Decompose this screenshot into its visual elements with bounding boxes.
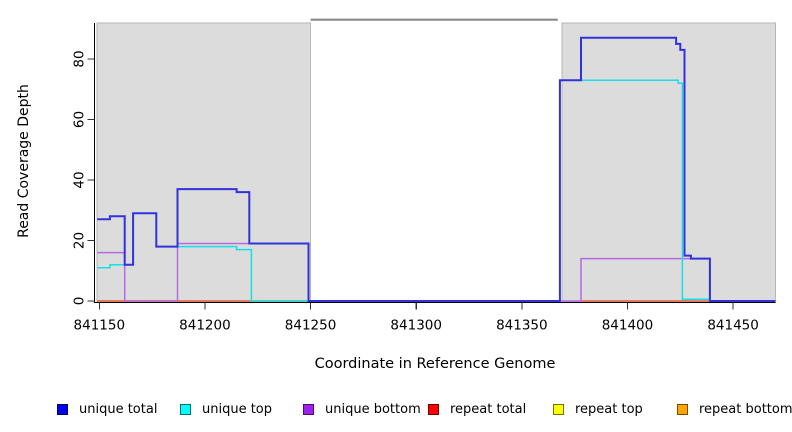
legend-swatch-repeat-bottom	[677, 403, 688, 415]
y-tick-label: 80	[72, 50, 88, 67]
x-tick-label: 841150	[74, 318, 126, 334]
x-axis-label: Coordinate in Reference Genome	[314, 356, 556, 372]
x-tick-label: 841250	[285, 318, 337, 334]
legend-item-repeat-top: repeat top	[553, 401, 643, 417]
legend-label: unique top	[202, 401, 273, 417]
x-tick-label: 841400	[602, 318, 654, 334]
legend-item-unique-top: unique top	[180, 401, 272, 417]
legend-swatch-unique-bottom	[303, 403, 314, 415]
y-tick-label: 20	[72, 232, 88, 249]
coverage-plot-area: 841150 841200 841250 841300 841350 841400 8414…	[72, 18, 776, 334]
legend-label: unique total	[79, 401, 158, 417]
y-tick-label: 40	[72, 171, 88, 188]
shaded-region-left	[96, 22, 312, 303]
legend-swatch-unique-total	[57, 403, 68, 415]
shaded-region-right	[561, 22, 776, 303]
y-tick-label: 0	[72, 297, 88, 306]
legend-swatch-unique-top	[180, 403, 191, 415]
legend-label: repeat top	[575, 401, 643, 417]
y-tick-label: 60	[72, 111, 88, 128]
series-line-unique-total	[97, 36, 776, 302]
legend-label: repeat total	[450, 401, 527, 417]
x-tick-label: 841200	[179, 318, 231, 334]
y-axis-label: Read Coverage Depth	[16, 84, 32, 238]
x-tick-label: 841450	[707, 318, 759, 334]
x-tick-label: 841350	[496, 318, 548, 334]
legend-item-unique-total: unique total	[57, 401, 157, 417]
legend-label: repeat bottom	[699, 401, 792, 417]
legend-label: unique bottom	[325, 401, 421, 417]
legend-swatch-repeat-total	[428, 403, 439, 415]
legend-item-unique-bottom: unique bottom	[303, 401, 421, 417]
x-tick-label: 841300	[390, 318, 442, 334]
legend-item-repeat-total: repeat total	[428, 401, 526, 417]
legend-swatch-repeat-top	[553, 403, 564, 415]
legend-item-repeat-bottom: repeat bottom	[677, 401, 792, 417]
